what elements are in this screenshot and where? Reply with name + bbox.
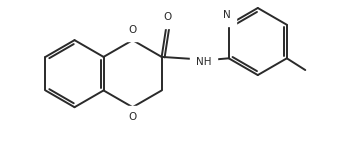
Text: O: O	[164, 12, 172, 22]
Text: N: N	[223, 10, 230, 20]
Text: NH: NH	[196, 57, 211, 67]
Text: O: O	[129, 26, 137, 35]
Text: O: O	[129, 112, 137, 122]
